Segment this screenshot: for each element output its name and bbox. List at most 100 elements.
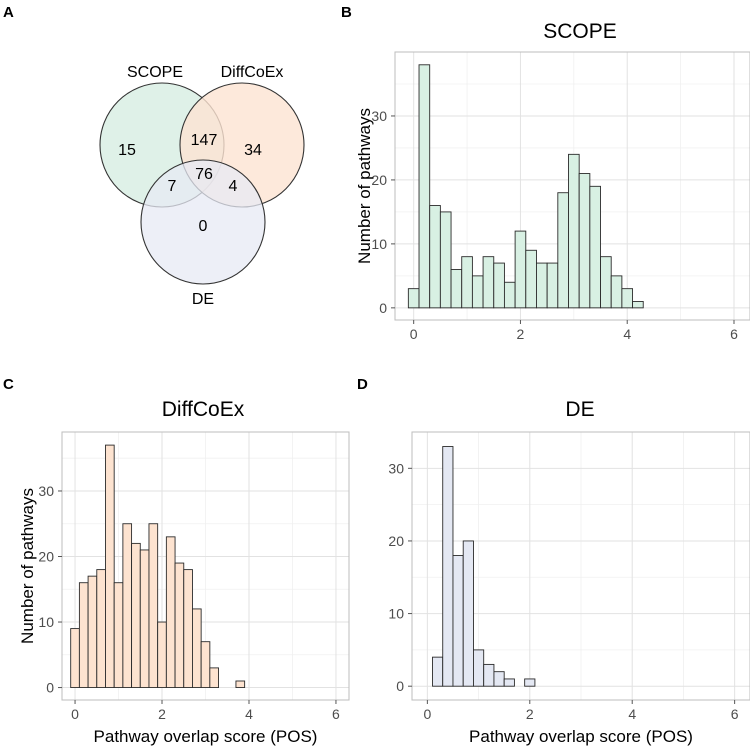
x-tick-label: 2 (517, 326, 525, 342)
histogram-bar (439, 211, 452, 309)
y-tick-label: 10 (371, 236, 387, 252)
y-tick-label: 30 (38, 483, 54, 499)
histogram-bar (429, 205, 441, 309)
x-tick-label: 6 (731, 706, 739, 722)
panel-letter-a: A (3, 4, 14, 21)
histogram-bar (557, 192, 569, 309)
y-tick-label: 20 (388, 533, 404, 549)
plot-border (61, 431, 350, 701)
y-tick-label: 20 (371, 172, 387, 188)
chart-title: DiffCoEx (162, 398, 245, 421)
x-tick-label: 2 (158, 706, 166, 722)
x-tick-label: 0 (71, 706, 79, 722)
histogram-bar (482, 256, 495, 309)
histogram-bar (610, 275, 623, 309)
histogram-bar (165, 536, 176, 689)
histogram-bar (632, 301, 644, 309)
histogram-bar (589, 185, 601, 309)
histogram-bar (139, 549, 150, 689)
x-tick-label: 0 (423, 706, 431, 722)
histogram-scope: 0 2 4 6 0 10 20 30 SCOPE Number of pathways (355, 20, 750, 342)
histogram-bar (503, 678, 515, 687)
panel-letter-c: C (3, 376, 14, 393)
histogram-bar (471, 275, 484, 309)
histogram-bar (183, 569, 193, 689)
histogram-bar (148, 523, 159, 689)
histogram-bar (450, 269, 463, 309)
venn-count-scope-de: 7 (168, 178, 177, 195)
histogram-bar (122, 523, 133, 689)
y-tick-label: 20 (38, 548, 54, 564)
venn-label-scope: SCOPE (127, 64, 183, 81)
histogram-bar (209, 667, 219, 689)
y-tick-label: 10 (38, 614, 54, 630)
x-tick-label: 4 (245, 706, 253, 722)
histogram-bar (503, 281, 516, 309)
venn-count-diffcoex-de: 4 (229, 178, 238, 195)
histogram-bar (578, 173, 591, 309)
y-tick-label: 10 (388, 606, 404, 622)
histogram-bar (524, 678, 536, 687)
venn-label-diffcoex: DiffCoEx (221, 64, 284, 81)
histogram-bar (96, 569, 106, 689)
plot-border (411, 431, 750, 701)
histogram-bar (600, 256, 612, 309)
histogram-bar (461, 256, 473, 309)
histogram-bar (113, 582, 124, 689)
y-tick-label: 0 (379, 300, 387, 316)
histogram-bar (525, 249, 537, 309)
y-tick-label: 0 (46, 680, 54, 696)
histogram-bar (621, 288, 634, 309)
histogram-bar (493, 671, 505, 687)
histogram-bar (235, 680, 246, 689)
histogram-de: 0 2 4 6 0 10 20 30 DE Pathway overlap score (POS) (388, 398, 750, 746)
x-tick-label: 4 (628, 706, 636, 722)
histogram-bar (442, 446, 454, 687)
histogram-bar (432, 656, 444, 687)
histogram-bar (78, 582, 89, 689)
histogram-bar (157, 621, 167, 689)
x-tick-label: 6 (332, 706, 340, 722)
venn-count-diffcoex-only: 34 (244, 142, 262, 159)
y-axis-label: Number of pathways (355, 108, 374, 264)
histogram-bar (483, 663, 495, 687)
histogram-bar (514, 230, 527, 309)
histogram-bar (105, 444, 115, 689)
venn-label-de: DE (192, 291, 214, 308)
venn-count-all-three: 76 (195, 166, 213, 183)
panel-letter-b: B (341, 4, 352, 21)
venn-count-de-only: 0 (199, 218, 208, 235)
histogram-bar (70, 628, 80, 689)
histogram-bar (407, 288, 420, 309)
y-tick-label: 30 (388, 460, 404, 476)
histogram-bar (473, 649, 485, 687)
histogram-bar (418, 64, 431, 309)
histogram-bar (174, 562, 185, 689)
y-axis-label: Number of pathways (18, 488, 37, 644)
venn-count-scope-only: 15 (118, 142, 136, 159)
histogram-bar (452, 555, 464, 687)
histogram-bar (192, 608, 202, 689)
histogram-diffcoex: 0 2 4 6 0 10 20 30 DiffCoEx Number of pathways Pat… (18, 398, 350, 746)
chart-title: DE (565, 398, 594, 421)
y-tick-label: 0 (396, 678, 404, 694)
histogram-bar (568, 153, 580, 309)
y-tick-label: 30 (371, 108, 387, 124)
chart-title: SCOPE (543, 20, 617, 43)
venn-diagram: SCOPE DiffCoEx DE 15 34 0 147 7 4 76 (99, 64, 305, 308)
x-tick-label: 4 (623, 326, 631, 342)
histogram-bar (200, 641, 211, 689)
x-tick-label: 2 (526, 706, 534, 722)
x-axis-label: Pathway overlap score (POS) (94, 727, 318, 746)
histogram-bar (493, 262, 505, 309)
histogram-bar (536, 262, 548, 309)
x-tick-label: 0 (410, 326, 418, 342)
histogram-bar (462, 540, 474, 687)
histogram-bar (131, 542, 141, 689)
venn-count-scope-diffcoex: 147 (191, 132, 218, 149)
panel-letter-d: D (357, 376, 368, 393)
histogram-bar (87, 575, 98, 689)
x-tick-label: 6 (730, 326, 738, 342)
venn-circle-de (140, 159, 266, 285)
